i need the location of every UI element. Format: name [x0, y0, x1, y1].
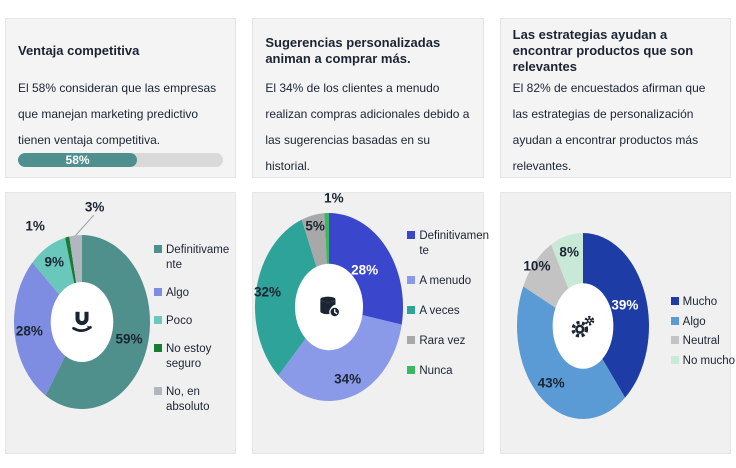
legend-item: A menudo [407, 274, 491, 289]
pie-slice-label: 1% [25, 218, 45, 234]
legend-label: Mucho [682, 296, 718, 308]
legend-item: Poco [154, 314, 230, 329]
progress-track: 58% [18, 153, 224, 167]
stat-card-estrategias: Las estrategias ayudan a encontrar produ… [499, 18, 731, 178]
stat-body: El 58% consideran que las empresas que m… [18, 81, 217, 148]
legend-marker [154, 288, 162, 296]
stat-card-ventaja: Ventaja competitiva El 58% consideran qu… [5, 18, 237, 178]
legend-label: A veces [419, 305, 460, 317]
pie-slice-label: 3% [84, 199, 105, 215]
stat-card-sugerencias: Sugerencias personalizadas animan a comp… [252, 18, 484, 178]
legend-marker [670, 316, 679, 325]
legend-label: A menudo [419, 274, 472, 287]
legend-label: No estoy seguro [166, 343, 212, 371]
legend-item: Neutral [670, 334, 736, 349]
pie-slice-label: 1% [324, 190, 344, 206]
legend-item: A veces [407, 304, 491, 319]
legend-label: Rara vez [419, 335, 466, 348]
legend-label: No mucho [682, 355, 736, 368]
database-sync-icon [316, 294, 342, 320]
label-leader-line [76, 215, 94, 235]
pie-slice [582, 233, 649, 398]
pie-slice-label: 59% [115, 331, 143, 347]
chart-card-estrategias: 39% 43% 10% 8% Mucho Algo Neutral No mucho [499, 192, 735, 454]
pie-slice-label: 43% [537, 375, 565, 391]
legend-item: No mucho [670, 354, 736, 369]
pie-slice-label: 10% [523, 258, 551, 274]
legend-marker [154, 245, 162, 253]
legend-label: No, en absoluto [166, 386, 210, 414]
legend-label: Poco [166, 315, 193, 328]
legend-marker [407, 275, 416, 284]
stat-body: El 34% de los clientes a menudo realizan… [265, 81, 470, 174]
pie-slice [13, 262, 82, 396]
gears-icon [568, 311, 598, 341]
legend-label: Definitivamente [419, 230, 489, 257]
legend-item: Definitivamente [154, 243, 230, 273]
legend-item: No estoy seguro [154, 342, 230, 372]
pie-slice-label: 34% [334, 371, 362, 387]
chart-legend: Mucho Algo Neutral No mucho [670, 295, 736, 369]
stat-body: El 82% de encuestados afirman que las es… [512, 81, 706, 174]
legend-marker [670, 336, 679, 345]
legend-marker [407, 336, 416, 345]
progress-fill: 58% [18, 153, 138, 167]
pie-slice [255, 219, 330, 376]
legend-marker [154, 387, 162, 396]
progress-label: 58% [65, 153, 90, 167]
legend-marker [407, 366, 416, 375]
pie-slice-label: 28% [15, 323, 43, 338]
legend-label: Neutral [682, 335, 720, 348]
legend-marker [154, 316, 162, 325]
stat-title: Ventaja competitiva [18, 42, 140, 58]
legend-item: Mucho [670, 295, 736, 310]
legend-marker [407, 306, 416, 314]
legend-label: Algo [682, 315, 706, 328]
pie-slice-label: 39% [611, 297, 639, 313]
legend-item: Rara vez [407, 334, 491, 349]
chart-legend: Definitivamente Algo Poco No estoy seguro No… [154, 243, 230, 415]
legend-item: No, en absoluto [154, 385, 230, 415]
legend-item: Nunca [407, 364, 491, 379]
legend-marker [670, 297, 679, 305]
pie-chart: 28% 34% 32% 5% 1% [254, 191, 404, 401]
pie-chart: 39% 43% 10% 8% [516, 233, 649, 419]
legend-item: Algo [154, 286, 230, 301]
pie-svg [13, 235, 151, 409]
stat-title: Las estrategias ayudan a encontrar produ… [512, 26, 694, 75]
pie-chart: 59% 28% 9% 1% 3% [13, 199, 151, 409]
legend-label: Definitivamente [166, 244, 230, 271]
legend-marker [670, 356, 679, 365]
chart-card-ventaja: 59% 28% 9% 1% 3% Definitivamente Algo Poco No e… [5, 192, 237, 454]
pie-svg [255, 213, 404, 401]
pie-slice-label: 5% [305, 218, 325, 234]
pie-slice-label: 32% [254, 284, 282, 300]
pie-slice-label: 9% [44, 254, 65, 270]
stat-title: Sugerencias personalizadas animan a comp… [265, 34, 441, 66]
pie-slice-label: 8% [559, 244, 579, 260]
legend-label: Nunca [419, 365, 453, 378]
pie-slice [278, 307, 403, 401]
chart-legend: Definitivamente A menudo A veces Rara vez Nu… [407, 229, 491, 379]
legend-label: Algo [166, 287, 190, 299]
legend-item: Algo [670, 315, 736, 330]
pie-slice-label: 28% [351, 262, 379, 278]
legend-marker [154, 344, 162, 353]
legend-marker [407, 231, 416, 239]
legend-item: Definitivamente [407, 229, 491, 259]
hand-magnet-icon [69, 309, 96, 336]
chart-card-sugerencias: 28% 34% 32% 5% 1% Definitivamente A menudo A v… [252, 191, 489, 454]
